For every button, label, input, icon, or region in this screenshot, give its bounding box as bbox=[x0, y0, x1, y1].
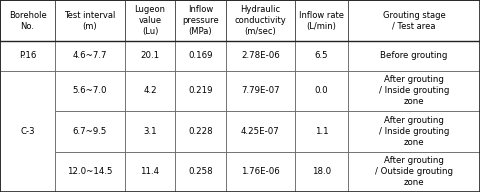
Bar bbox=[0, 41, 55, 71]
Text: Grouting stage
/ Test area: Grouting stage / Test area bbox=[383, 11, 445, 31]
Bar bbox=[125, 151, 175, 192]
Text: 0.258: 0.258 bbox=[188, 167, 213, 176]
Bar bbox=[295, 111, 348, 151]
Text: 0.228: 0.228 bbox=[188, 127, 213, 136]
Bar bbox=[175, 71, 226, 111]
Text: 5.6~7.0: 5.6~7.0 bbox=[73, 86, 107, 95]
Text: After grouting
/ Inside grouting
zone: After grouting / Inside grouting zone bbox=[379, 75, 449, 106]
Text: Test interval
(m): Test interval (m) bbox=[64, 11, 116, 31]
Bar bbox=[226, 41, 295, 71]
Text: P.16: P.16 bbox=[19, 51, 36, 60]
Bar bbox=[348, 111, 480, 151]
Bar bbox=[226, 111, 295, 151]
Bar bbox=[55, 151, 125, 192]
Text: 12.0~14.5: 12.0~14.5 bbox=[67, 167, 113, 176]
Text: 6.5: 6.5 bbox=[315, 51, 328, 60]
Bar bbox=[348, 151, 480, 192]
Bar bbox=[55, 111, 125, 151]
Bar bbox=[348, 0, 480, 41]
Bar bbox=[125, 41, 175, 71]
Text: 3.1: 3.1 bbox=[143, 127, 157, 136]
Bar bbox=[226, 151, 295, 192]
Bar bbox=[125, 111, 175, 151]
Text: Inflow
pressure
(MPa): Inflow pressure (MPa) bbox=[182, 5, 219, 36]
Bar bbox=[175, 41, 226, 71]
Text: Hydraulic
conductivity
(m/sec): Hydraulic conductivity (m/sec) bbox=[235, 5, 286, 36]
Text: 4.25E-07: 4.25E-07 bbox=[241, 127, 280, 136]
Text: 4.6~7.7: 4.6~7.7 bbox=[73, 51, 107, 60]
Text: Inflow rate
(L/min): Inflow rate (L/min) bbox=[299, 11, 344, 31]
Bar bbox=[295, 41, 348, 71]
Bar bbox=[55, 71, 125, 111]
Bar bbox=[295, 71, 348, 111]
Bar bbox=[226, 0, 295, 41]
Text: 20.1: 20.1 bbox=[141, 51, 159, 60]
Bar bbox=[226, 71, 295, 111]
Text: Lugeon
value
(Lu): Lugeon value (Lu) bbox=[134, 5, 166, 36]
Text: 1.76E-06: 1.76E-06 bbox=[241, 167, 280, 176]
Bar bbox=[0, 0, 55, 41]
Text: After grouting
/ Outside grouting
zone: After grouting / Outside grouting zone bbox=[375, 156, 453, 187]
Bar bbox=[348, 41, 480, 71]
Bar bbox=[295, 151, 348, 192]
Text: 2.78E-06: 2.78E-06 bbox=[241, 51, 280, 60]
Text: 0.0: 0.0 bbox=[315, 86, 328, 95]
Bar bbox=[125, 71, 175, 111]
Bar bbox=[175, 151, 226, 192]
Bar bbox=[175, 0, 226, 41]
Text: Before grouting: Before grouting bbox=[380, 51, 448, 60]
Bar bbox=[348, 71, 480, 111]
Bar bbox=[0, 71, 55, 192]
Text: 11.4: 11.4 bbox=[141, 167, 159, 176]
Bar bbox=[295, 0, 348, 41]
Bar bbox=[55, 0, 125, 41]
Bar bbox=[125, 0, 175, 41]
Text: 1.1: 1.1 bbox=[315, 127, 328, 136]
Text: 18.0: 18.0 bbox=[312, 167, 331, 176]
Bar bbox=[175, 111, 226, 151]
Text: 4.2: 4.2 bbox=[143, 86, 157, 95]
Bar bbox=[55, 41, 125, 71]
Text: Borehole
No.: Borehole No. bbox=[9, 11, 47, 31]
Text: 0.219: 0.219 bbox=[188, 86, 213, 95]
Text: After grouting
/ Inside grouting
zone: After grouting / Inside grouting zone bbox=[379, 116, 449, 147]
Text: 7.79E-07: 7.79E-07 bbox=[241, 86, 280, 95]
Text: 6.7~9.5: 6.7~9.5 bbox=[73, 127, 107, 136]
Text: C-3: C-3 bbox=[20, 127, 35, 136]
Text: 0.169: 0.169 bbox=[188, 51, 213, 60]
